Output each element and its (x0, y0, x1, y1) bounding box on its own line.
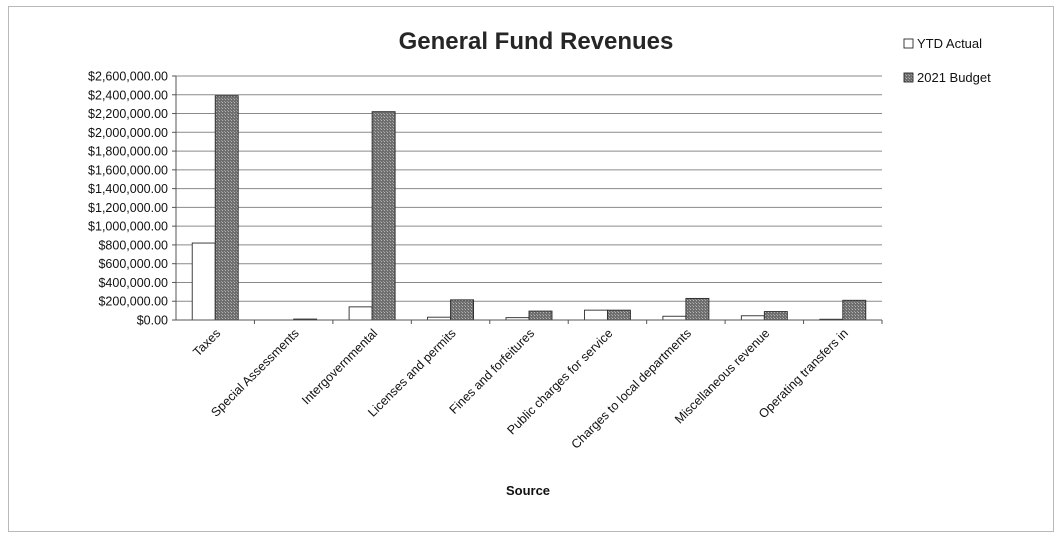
y-tick-label: $1,400,000.00 (88, 182, 168, 196)
bar-ytd-actual (662, 315, 687, 321)
legend-swatch (903, 72, 914, 83)
chart-frame (8, 6, 1054, 532)
y-axis-ticks: $0.00 $200,000.00 $400,000.00 $600,000.00 $8… (88, 70, 176, 328)
x-tick-label: Taxes (190, 326, 223, 359)
gridlines (176, 75, 882, 302)
bar-budget-2021 (763, 311, 788, 321)
bar-budget-2021 (606, 309, 631, 321)
y-tick-label: $0.00 (137, 314, 168, 328)
bar-ytd-actual (740, 315, 765, 321)
x-tick-label: Special Assessments (208, 326, 301, 419)
x-tick-label: Operating transfers in (756, 326, 851, 421)
bar-budget-2021 (214, 95, 239, 321)
y-tick-label: $2,200,000.00 (88, 107, 168, 121)
bar-ytd-actual (191, 242, 216, 321)
y-tick-label: $2,000,000.00 (88, 126, 168, 140)
bar-budget-2021 (842, 299, 867, 321)
axes (175, 76, 882, 321)
bar-ytd-actual (348, 306, 373, 321)
y-tick-label: $200,000.00 (98, 295, 168, 309)
legend-label: YTD Actual (917, 36, 982, 51)
y-tick-label: $800,000.00 (98, 238, 168, 252)
y-tick-label: $1,600,000.00 (88, 163, 168, 177)
y-tick-label: $1,000,000.00 (88, 220, 168, 234)
y-tick-label: $2,400,000.00 (88, 88, 168, 102)
x-tick-label: Fines and forfeitures (447, 326, 537, 416)
y-tick-label: $1,200,000.00 (88, 201, 168, 215)
y-tick-label: $1,800,000.00 (88, 145, 168, 159)
bar-budget-2021 (528, 310, 553, 321)
bar-ytd-actual (583, 309, 608, 321)
y-tick-label: $2,600,000.00 (88, 70, 168, 84)
legend: YTD Actual 2021 Budget (903, 36, 991, 85)
y-tick-label: $600,000.00 (98, 257, 168, 271)
bar-budget-2021 (685, 297, 710, 321)
chart-title: General Fund Revenues (399, 28, 674, 55)
x-axis-title: Source (506, 483, 550, 498)
x-tick-label: Intergovernmental (299, 326, 380, 407)
x-tick-label: Licenses and permits (365, 326, 458, 419)
bar-budget-2021 (371, 111, 396, 321)
bar-budget-2021 (450, 299, 475, 321)
legend-swatch (903, 38, 914, 49)
legend-label: 2021 Budget (917, 70, 991, 85)
y-tick-label: $400,000.00 (98, 276, 168, 290)
